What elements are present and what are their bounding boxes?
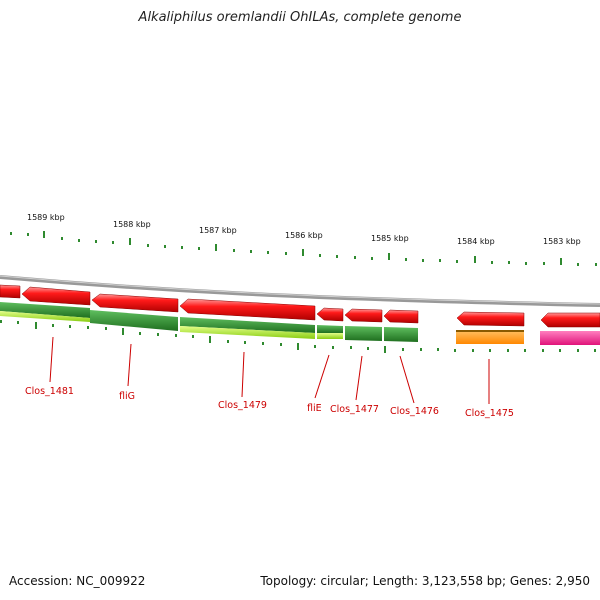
cds-clos-1477[interactable]	[344, 308, 383, 323]
scale-label-1588: 1588 kbp	[113, 220, 151, 229]
cog-bar-3	[180, 317, 315, 333]
gene-label-clos-1479[interactable]: Clos_1479	[218, 400, 267, 411]
cog-bar-1b	[0, 311, 90, 322]
gene-label-clos-1476[interactable]: Clos_1476	[390, 406, 439, 417]
scale-label-1589: 1589 kbp	[27, 213, 65, 222]
cds-clos-1479[interactable]	[179, 298, 316, 321]
map-title: Alkaliphilus oremlandii OhILAs, complete…	[138, 10, 462, 25]
accession-text: Accession: NC_009922	[9, 574, 146, 588]
cog-bar-7	[456, 330, 524, 344]
gene-label-clos-1481[interactable]: Clos_1481	[25, 386, 74, 397]
cds-next[interactable]	[540, 312, 600, 328]
gene-label-clos-1475[interactable]: Clos_1475	[465, 408, 514, 419]
cds-flig[interactable]	[91, 293, 179, 313]
cog-bar-5	[345, 326, 382, 341]
gene-label-clos-1477[interactable]: Clos_1477	[330, 404, 379, 415]
cog-bar-3b	[180, 326, 315, 339]
gene-label-flie[interactable]: fliE	[307, 403, 322, 414]
scale-label-1584: 1584 kbp	[457, 237, 495, 246]
cog-bar-6	[384, 327, 418, 342]
cog-bar-8	[540, 331, 600, 345]
scale-label-1585: 1585 kbp	[371, 234, 409, 243]
cog-bar-4b	[317, 333, 343, 339]
cds-clos-1476[interactable]	[383, 309, 419, 324]
cog-bar-2	[90, 310, 178, 331]
cds-flie[interactable]	[316, 307, 344, 322]
scale-label-1587: 1587 kbp	[199, 226, 237, 235]
cog-bar-1	[0, 302, 90, 318]
gene-label-flig[interactable]: fliG	[119, 391, 135, 402]
upper-tick-marks	[10, 231, 597, 266]
genome-summary-text: Topology: circular; Length: 3,123,558 bp…	[260, 574, 590, 588]
cds-clos-1481-prev[interactable]	[0, 284, 21, 299]
genome-backbone	[0, 275, 600, 307]
cog-bar-7-edge	[456, 330, 524, 332]
cds-track	[0, 284, 600, 328]
scale-label-1583: 1583 kbp	[543, 237, 581, 246]
cog-bar-4	[317, 325, 343, 333]
cog-track	[0, 302, 600, 345]
genome-backbone-highlight	[0, 275, 600, 305]
lower-tick-marks	[0, 320, 596, 353]
scale-label-1586: 1586 kbp	[285, 231, 323, 240]
label-connectors	[49, 336, 490, 404]
cds-clos-1475[interactable]	[456, 311, 525, 327]
cds-clos-1481[interactable]	[21, 286, 91, 306]
